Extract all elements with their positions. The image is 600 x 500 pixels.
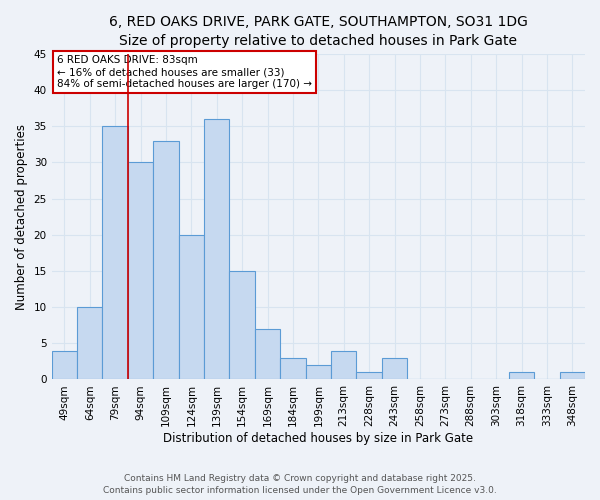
Bar [560, 372, 585, 380]
Bar [77, 307, 103, 380]
Bar [179, 234, 204, 380]
Title: 6, RED OAKS DRIVE, PARK GATE, SOUTHAMPTON, SO31 1DG
Size of property relative to: 6, RED OAKS DRIVE, PARK GATE, SOUTHAMPTO… [109, 15, 528, 48]
Text: Contains HM Land Registry data © Crown copyright and database right 2025.
Contai: Contains HM Land Registry data © Crown c… [103, 474, 497, 495]
Bar [204, 119, 229, 380]
Bar [305, 365, 331, 380]
Bar [153, 140, 179, 380]
Text: 6 RED OAKS DRIVE: 83sqm
← 16% of detached houses are smaller (33)
84% of semi-de: 6 RED OAKS DRIVE: 83sqm ← 16% of detache… [57, 56, 312, 88]
Y-axis label: Number of detached properties: Number of detached properties [15, 124, 28, 310]
Bar [103, 126, 128, 380]
Bar [509, 372, 534, 380]
X-axis label: Distribution of detached houses by size in Park Gate: Distribution of detached houses by size … [163, 432, 473, 445]
Bar [331, 350, 356, 380]
Bar [52, 350, 77, 380]
Bar [382, 358, 407, 380]
Bar [280, 358, 305, 380]
Bar [255, 329, 280, 380]
Bar [229, 271, 255, 380]
Bar [356, 372, 382, 380]
Bar [128, 162, 153, 380]
